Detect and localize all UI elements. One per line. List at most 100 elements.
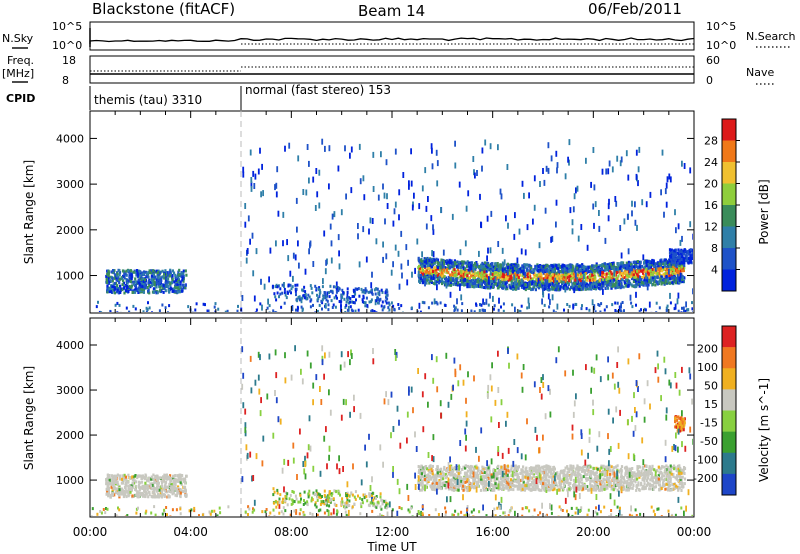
range-gate-cell (457, 268, 460, 272)
range-gate-cell (433, 258, 436, 262)
range-gate-cell (656, 276, 659, 280)
range-gate-cell (559, 276, 562, 280)
range-gate-cell (593, 276, 596, 280)
range-gate-cell (381, 300, 384, 304)
range-gate-cell (567, 265, 570, 269)
range-gate-cell (630, 277, 634, 281)
range-gate-cell (579, 268, 582, 272)
range-gate-cell (605, 168, 608, 175)
range-gate-cell (667, 265, 670, 269)
range-gate-cell (134, 474, 137, 477)
range-gate-cell (279, 287, 282, 291)
range-gate-cell (125, 306, 128, 310)
range-gate-cell (618, 266, 622, 270)
range-gate-cell (678, 280, 681, 284)
range-gate-cell (547, 264, 550, 268)
range-gate-cell (277, 210, 280, 217)
range-gate-cell (154, 289, 157, 293)
range-gate-cell (609, 278, 612, 282)
range-gate-cell (616, 281, 619, 285)
range-gate-cell (504, 285, 507, 289)
range-gate-cell (692, 257, 693, 261)
range-gate-cell (505, 215, 507, 222)
range-gate-cell (147, 490, 150, 494)
range-gate-cell (140, 271, 144, 275)
range-gate-cell (178, 488, 181, 492)
range-gate-cell (485, 269, 488, 273)
range-gate-cell (161, 303, 164, 307)
range-gate-cell (619, 160, 622, 167)
range-gate-cell (523, 263, 526, 267)
range-gate-cell (349, 305, 352, 309)
range-gate-cell (148, 279, 151, 283)
range-gate-cell (392, 304, 395, 308)
range-gate-cell (600, 286, 603, 290)
range-gate-cell (374, 292, 377, 296)
range-gate-cell (166, 280, 169, 284)
range-gate-cell (681, 160, 683, 167)
range-gate-cell (440, 207, 442, 214)
range-gate-cell (669, 262, 672, 266)
range-gate-cell (331, 213, 334, 220)
range-gate-cell (537, 277, 540, 284)
range-gate-cell (140, 477, 144, 480)
range-gate-cell (660, 275, 663, 279)
range-gate-cell (476, 170, 478, 176)
range-gate-cell (559, 270, 562, 273)
range-gate-cell (602, 284, 605, 288)
range-gate-cell (171, 277, 174, 281)
range-gate-cell (683, 264, 686, 267)
range-gate-cell (442, 266, 445, 270)
range-gate-cell (177, 487, 180, 490)
range-gate-cell (142, 310, 145, 312)
colorbar-swatch (722, 140, 736, 163)
range-gate-cell (588, 276, 591, 280)
range-gate-cell (591, 273, 594, 277)
range-gate-cell (651, 274, 654, 278)
range-gate-cell (600, 270, 604, 274)
range-gate-cell (550, 267, 554, 271)
range-gate-cell (582, 284, 584, 291)
range-gate-cell (604, 237, 607, 244)
range-gate-cell (544, 267, 547, 271)
range-gate-cell (510, 263, 513, 267)
range-gate-cell (419, 263, 422, 266)
range-gate-cell (677, 248, 680, 252)
range-gate-cell (510, 269, 513, 272)
range-gate-cell (671, 276, 674, 280)
range-gate-cell (281, 291, 284, 295)
range-gate-cell (398, 283, 401, 290)
range-gate-cell (460, 270, 463, 274)
range-gate-cell (108, 287, 111, 291)
range-gate-cell (447, 271, 450, 275)
range-gate-cell (138, 269, 141, 273)
range-gate-cell (569, 265, 573, 269)
range-gate-cell (387, 306, 390, 310)
range-gate-cell (679, 252, 683, 256)
range-gate-cell (555, 311, 557, 312)
range-gate-cell (563, 308, 565, 312)
range-gate-cell (312, 176, 315, 183)
colorbar-tick-label: 4 (711, 264, 718, 277)
range-gate-cell (437, 261, 440, 265)
range-gate-cell (597, 280, 601, 284)
range-gate-cell (170, 485, 173, 489)
range-gate-cell (669, 301, 672, 305)
range-gate-cell (672, 267, 675, 271)
range-gate-cell (670, 255, 673, 259)
range-gate-cell (605, 305, 608, 309)
range-gate-cell (176, 489, 179, 493)
range-gate-cell (561, 263, 564, 267)
range-gate-cell (674, 263, 678, 267)
range-gate-cell (159, 288, 162, 292)
range-gate-cell (606, 286, 610, 290)
range-gate-cell (472, 266, 475, 273)
range-gate-cell (385, 293, 388, 297)
range-gate-cell (304, 290, 307, 294)
range-gate-cell (541, 284, 544, 287)
range-gate-cell (623, 309, 625, 312)
range-gate-cell (624, 264, 627, 268)
range-gate-cell (124, 272, 127, 276)
range-gate-cell (616, 262, 619, 266)
range-gate-cell (144, 481, 147, 485)
